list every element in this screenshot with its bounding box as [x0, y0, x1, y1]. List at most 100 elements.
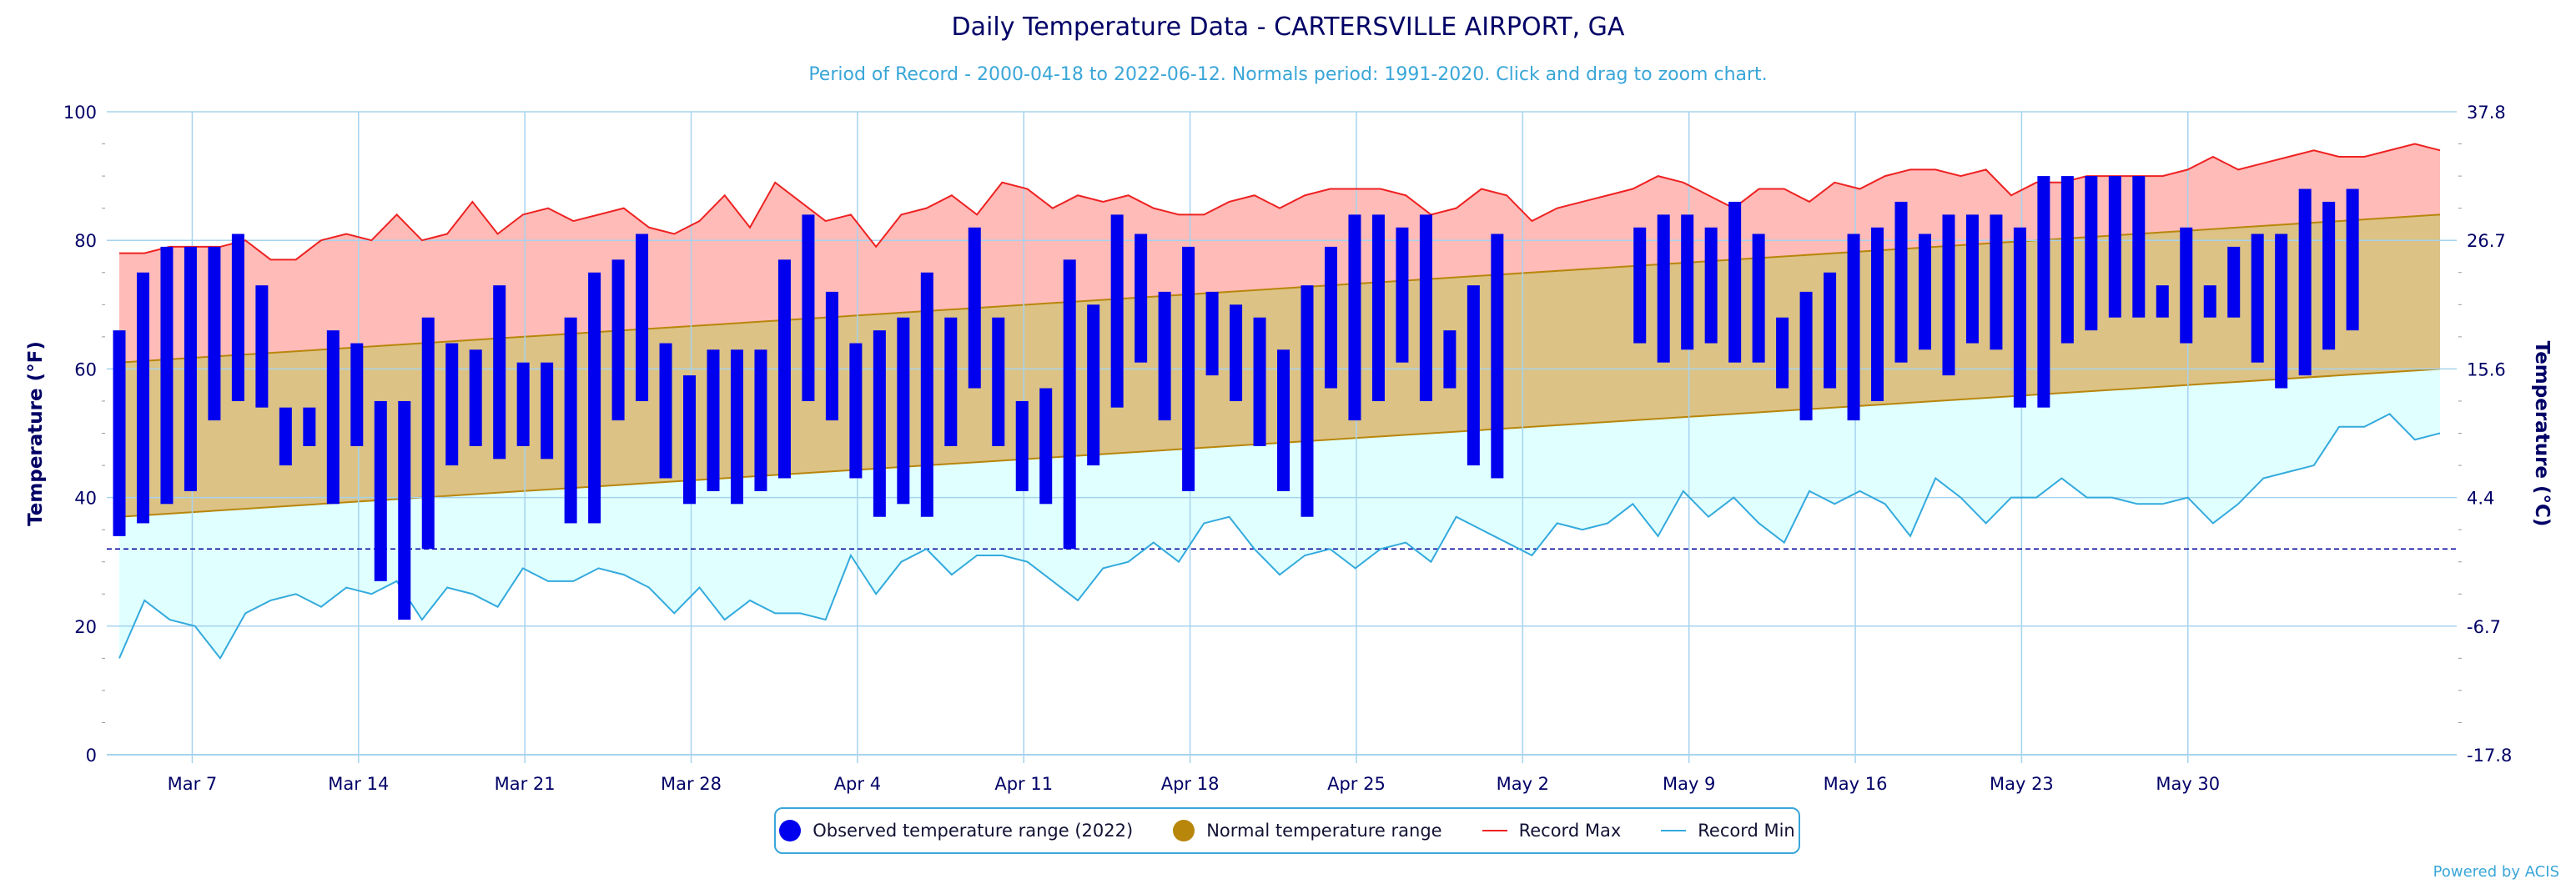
observed-range-bar[interactable] [1301, 285, 1314, 517]
observed-range-bar[interactable] [541, 362, 554, 460]
observed-range-bar[interactable] [1633, 227, 1647, 344]
observed-range-bar[interactable] [136, 272, 149, 524]
observed-range-bar[interactable] [208, 246, 221, 421]
observed-range-bar[interactable] [1799, 291, 1813, 421]
observed-range-bar[interactable] [2180, 227, 2193, 344]
observed-range-bar[interactable] [184, 246, 197, 491]
observed-range-bar[interactable] [564, 317, 577, 524]
observed-range-bar[interactable] [873, 330, 886, 517]
observed-range-bar[interactable] [636, 234, 649, 401]
observed-range-bar[interactable] [160, 246, 174, 505]
observed-range-bar[interactable] [113, 330, 126, 536]
observed-range-bar[interactable] [1728, 201, 1742, 363]
observed-range-bar[interactable] [1253, 317, 1266, 446]
observed-range-bar[interactable] [802, 214, 815, 401]
observed-range-bar[interactable] [1135, 234, 1148, 363]
observed-range-bar[interactable] [1230, 304, 1243, 401]
y-tick-label-left: 0 [86, 746, 97, 766]
observed-range-bar[interactable] [2156, 285, 2169, 318]
observed-range-bar[interactable] [992, 317, 1005, 446]
observed-range-bar[interactable] [2322, 201, 2336, 350]
observed-range-bar[interactable] [1918, 234, 1931, 350]
observed-range-bar[interactable] [1110, 214, 1124, 408]
observed-range-bar[interactable] [2203, 285, 2216, 318]
observed-range-bar[interactable] [1824, 272, 1837, 389]
observed-range-bar[interactable] [611, 259, 625, 421]
observed-range-bar[interactable] [1942, 214, 1955, 376]
observed-range-bar[interactable] [2298, 188, 2312, 376]
observed-range-bar[interactable] [2227, 246, 2241, 318]
legend-item-record-min[interactable]: Record Min [1661, 821, 1795, 841]
observed-range-bar[interactable] [920, 272, 933, 517]
observed-range-bar[interactable] [777, 259, 791, 479]
observed-range-bar[interactable] [303, 407, 316, 446]
observed-range-bar[interactable] [421, 317, 435, 550]
observed-range-bar[interactable] [825, 291, 838, 421]
observed-range-bar[interactable] [1990, 214, 2003, 350]
observed-range-bar[interactable] [2108, 176, 2121, 318]
observed-range-bar[interactable] [1396, 227, 1409, 363]
observed-range-bar[interactable] [516, 362, 530, 446]
legend-item-normal[interactable]: Normal temperature range [1173, 820, 1442, 841]
observed-range-bar[interactable] [493, 285, 506, 460]
observed-range-bar[interactable] [730, 349, 743, 505]
observed-range-bar[interactable] [1087, 304, 1100, 466]
observed-range-bar[interactable] [1681, 214, 1694, 350]
observed-range-bar[interactable] [231, 234, 244, 401]
observed-range-bar[interactable] [944, 317, 958, 446]
plot-area[interactable]: 0 -17.8 20 -6.7 40 4.4 60 15.6 80 26.7 100 37.8 Mar … [63, 103, 2512, 794]
observed-range-bar[interactable] [255, 285, 269, 408]
observed-range-bar[interactable] [968, 227, 981, 389]
observed-range-bar[interactable] [1277, 349, 1291, 491]
observed-range-bar[interactable] [849, 343, 863, 479]
observed-range-bar[interactable] [279, 407, 292, 466]
legend-item-observed[interactable]: Observed temperature range (2022) [779, 820, 1133, 841]
observed-range-bar[interactable] [326, 330, 340, 505]
observed-range-bar[interactable] [1871, 227, 1884, 401]
observed-range-bar[interactable] [1015, 400, 1029, 491]
y-tick-label-left: 20 [74, 617, 97, 637]
observed-range-bar[interactable] [1491, 234, 1504, 479]
observed-range-bar[interactable] [1467, 285, 1480, 466]
observed-range-bar[interactable] [398, 400, 411, 620]
observed-range-bar[interactable] [897, 317, 910, 505]
observed-range-bar[interactable] [1371, 214, 1385, 401]
observed-range-bar[interactable] [2346, 188, 2359, 331]
observed-range-bar[interactable] [350, 343, 364, 446]
observed-range-bar[interactable] [1182, 246, 1195, 491]
observed-range-bar[interactable] [683, 375, 697, 505]
observed-range-bar[interactable] [1158, 291, 1171, 421]
observed-range-bar[interactable] [754, 349, 767, 491]
observed-range-bar[interactable] [2132, 176, 2146, 318]
observed-range-bar[interactable] [445, 343, 459, 466]
observed-range-bar[interactable] [1419, 214, 1432, 401]
observed-range-bar[interactable] [1752, 234, 1765, 363]
observed-range-bar[interactable] [659, 343, 672, 479]
observed-range-bar[interactable] [1039, 388, 1053, 505]
legend-item-record-max[interactable]: Record Max [1482, 821, 1621, 841]
observed-range-bar[interactable] [469, 349, 482, 446]
observed-range-bar[interactable] [2251, 234, 2264, 363]
observed-range-bar[interactable] [1894, 201, 1908, 363]
observed-range-bar[interactable] [1965, 214, 1979, 344]
observed-range-bar[interactable] [2037, 176, 2050, 408]
observed-range-bar[interactable] [1847, 234, 1860, 421]
observed-range-bar[interactable] [1776, 317, 1789, 389]
observed-range-bar[interactable] [1324, 246, 1337, 389]
observed-range-bar[interactable] [2085, 176, 2098, 331]
observed-range-bar[interactable] [1205, 291, 1219, 376]
observed-range-bar[interactable] [1348, 214, 1361, 421]
x-tick-label: Apr 18 [1161, 774, 1220, 794]
acis-credit-link[interactable]: Powered by ACIS [2433, 863, 2559, 881]
observed-range-bar[interactable] [1657, 214, 1670, 363]
observed-range-bar[interactable] [1063, 259, 1076, 550]
observed-range-bar[interactable] [2275, 234, 2288, 389]
observed-range-bar[interactable] [2060, 176, 2074, 344]
observed-range-bar[interactable] [1443, 330, 1457, 389]
observed-range-bar[interactable] [374, 400, 387, 581]
observed-range-bar[interactable] [2013, 227, 2026, 408]
observed-range-bar[interactable] [707, 349, 720, 491]
observed-range-bar[interactable] [1704, 227, 1718, 344]
observed-range-bar[interactable] [588, 272, 601, 524]
